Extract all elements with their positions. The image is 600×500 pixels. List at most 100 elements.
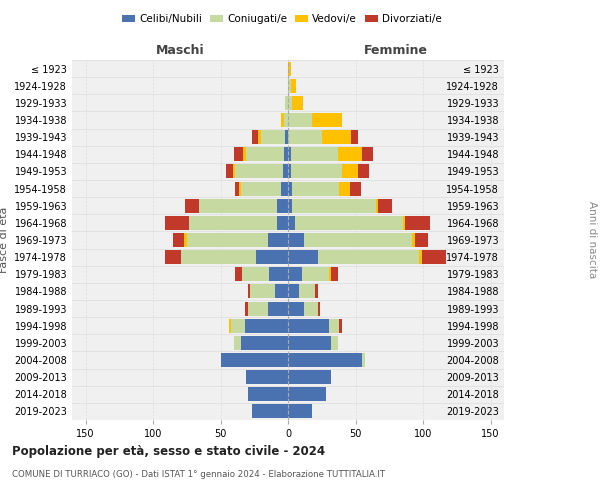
Bar bbox=[184, 233, 187, 247]
Bar bbox=[292, 182, 340, 196]
Bar bbox=[173, 233, 184, 247]
Bar bbox=[283, 164, 288, 178]
Bar bbox=[284, 148, 288, 162]
Bar bbox=[248, 284, 250, 298]
Bar bbox=[250, 284, 275, 298]
Bar bbox=[419, 250, 422, 264]
Bar bbox=[248, 388, 288, 402]
Bar bbox=[248, 302, 268, 316]
Bar bbox=[318, 302, 320, 316]
Bar bbox=[288, 130, 322, 144]
Bar bbox=[246, 370, 288, 384]
Bar bbox=[229, 318, 232, 332]
Bar bbox=[165, 216, 190, 230]
Bar bbox=[315, 284, 318, 298]
Bar bbox=[288, 78, 290, 92]
Bar bbox=[302, 268, 329, 281]
Bar bbox=[281, 182, 288, 196]
Bar bbox=[251, 404, 288, 418]
Bar bbox=[322, 130, 352, 144]
Bar bbox=[239, 182, 241, 196]
Bar bbox=[288, 353, 362, 367]
Bar bbox=[277, 198, 288, 212]
Y-axis label: Fasce di età: Fasce di età bbox=[0, 207, 9, 273]
Bar bbox=[338, 148, 362, 162]
Bar bbox=[288, 233, 304, 247]
Bar bbox=[286, 130, 288, 144]
Bar bbox=[199, 198, 277, 212]
Bar bbox=[286, 96, 288, 110]
Text: Femmine: Femmine bbox=[364, 44, 428, 58]
Bar bbox=[288, 148, 290, 162]
Bar bbox=[268, 302, 288, 316]
Bar bbox=[241, 336, 288, 350]
Bar bbox=[268, 233, 288, 247]
Bar bbox=[313, 113, 342, 127]
Bar bbox=[329, 268, 331, 281]
Bar bbox=[288, 318, 329, 332]
Bar bbox=[331, 336, 338, 350]
Bar bbox=[362, 353, 365, 367]
Bar bbox=[292, 198, 376, 212]
Bar bbox=[288, 388, 326, 402]
Bar bbox=[256, 250, 288, 264]
Bar bbox=[304, 233, 412, 247]
Bar bbox=[288, 62, 290, 76]
Bar bbox=[269, 268, 288, 281]
Bar bbox=[290, 164, 342, 178]
Bar bbox=[412, 233, 415, 247]
Bar bbox=[290, 78, 296, 92]
Bar bbox=[340, 318, 342, 332]
Bar bbox=[304, 302, 318, 316]
Bar bbox=[288, 164, 290, 178]
Bar bbox=[288, 250, 318, 264]
Text: Maschi: Maschi bbox=[155, 44, 205, 58]
Bar bbox=[246, 148, 284, 162]
Bar bbox=[281, 113, 284, 127]
Bar bbox=[318, 250, 419, 264]
Bar bbox=[376, 198, 379, 212]
Legend: Celibi/Nubili, Coniugati/e, Vedovi/e, Divorziati/e: Celibi/Nubili, Coniugati/e, Vedovi/e, Di… bbox=[118, 10, 446, 29]
Bar bbox=[288, 302, 304, 316]
Bar bbox=[288, 96, 292, 110]
Bar bbox=[292, 96, 303, 110]
Bar bbox=[235, 164, 283, 178]
Bar bbox=[241, 182, 281, 196]
Text: Anni di nascita: Anni di nascita bbox=[587, 202, 597, 278]
Bar bbox=[331, 268, 338, 281]
Bar bbox=[242, 268, 269, 281]
Bar bbox=[406, 216, 430, 230]
Bar bbox=[350, 182, 361, 196]
Bar bbox=[288, 336, 331, 350]
Bar bbox=[288, 404, 313, 418]
Bar bbox=[233, 164, 235, 178]
Bar bbox=[288, 182, 292, 196]
Bar bbox=[234, 336, 241, 350]
Bar bbox=[284, 113, 288, 127]
Bar bbox=[245, 318, 288, 332]
Bar bbox=[190, 216, 277, 230]
Bar bbox=[288, 268, 302, 281]
Bar bbox=[185, 198, 199, 212]
Bar bbox=[288, 370, 331, 384]
Bar bbox=[379, 198, 392, 212]
Bar bbox=[358, 164, 369, 178]
Text: COMUNE DI TURRIACO (GO) - Dati ISTAT 1° gennaio 2024 - Elaborazione TUTTITALIA.I: COMUNE DI TURRIACO (GO) - Dati ISTAT 1° … bbox=[12, 470, 385, 479]
Bar bbox=[340, 182, 350, 196]
Bar bbox=[288, 198, 292, 212]
Bar bbox=[251, 130, 259, 144]
Bar bbox=[295, 216, 403, 230]
Text: Popolazione per età, sesso e stato civile - 2024: Popolazione per età, sesso e stato civil… bbox=[12, 445, 325, 458]
Bar bbox=[422, 250, 446, 264]
Bar bbox=[275, 284, 288, 298]
Bar bbox=[415, 233, 428, 247]
Bar bbox=[226, 164, 233, 178]
Bar bbox=[299, 284, 315, 298]
Bar bbox=[403, 216, 406, 230]
Bar bbox=[362, 148, 373, 162]
Bar bbox=[232, 318, 245, 332]
Bar bbox=[234, 148, 244, 162]
Bar bbox=[235, 182, 239, 196]
Bar bbox=[244, 148, 246, 162]
Bar bbox=[245, 302, 248, 316]
